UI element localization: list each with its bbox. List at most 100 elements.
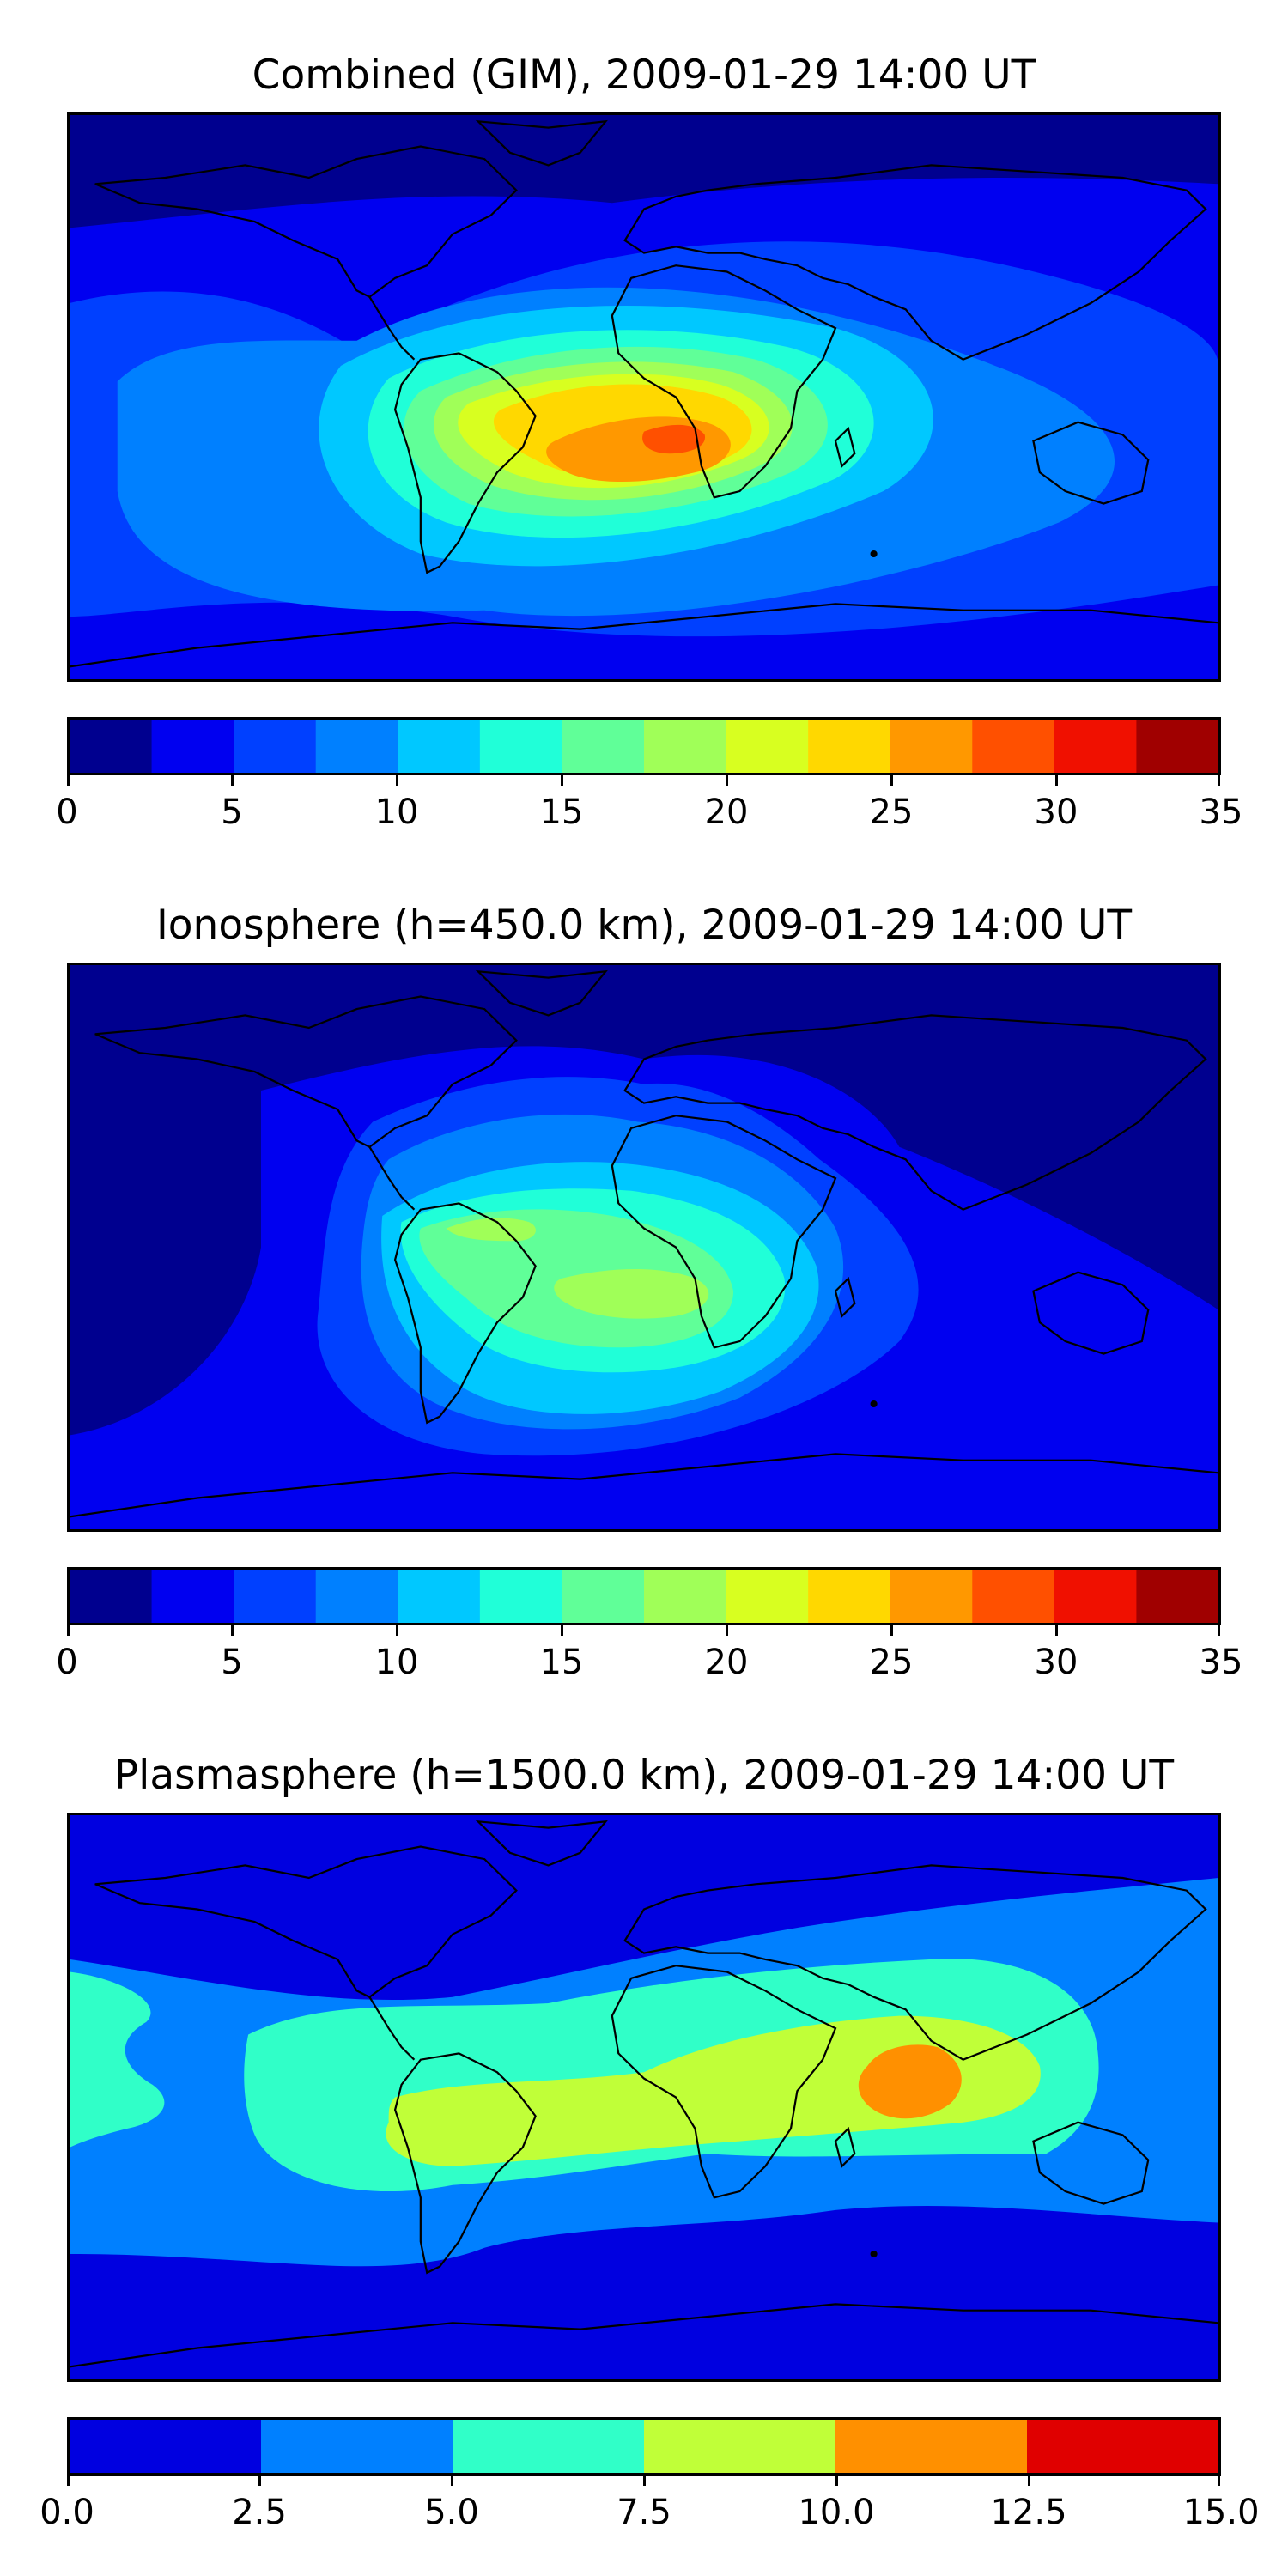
level-2 bbox=[70, 1971, 165, 2148]
level-11 bbox=[642, 424, 706, 454]
colorbar-ticks: 0 5 10 15 20 25 30 35 bbox=[56, 1625, 1242, 1682]
colorbar-tick-mark bbox=[1027, 2476, 1030, 2486]
colorbar-segment bbox=[644, 720, 727, 773]
colorbar bbox=[67, 717, 1221, 775]
colorbar-tick-label: 15 bbox=[539, 793, 584, 832]
colorbar-tick-mark bbox=[560, 775, 563, 786]
level-4 bbox=[386, 2015, 1041, 2166]
colorbar-tick-mark bbox=[890, 775, 893, 786]
chart-title: Combined (GIM), 2009-01-29 14:00 UT bbox=[252, 52, 1036, 99]
level-8 bbox=[446, 1218, 536, 1242]
colorbar-tick-label: 25 bbox=[869, 793, 914, 832]
colorbar-segment bbox=[644, 1570, 727, 1623]
colorbar-segment bbox=[808, 1570, 891, 1623]
colorbar-tick-label: 5 bbox=[221, 1643, 243, 1682]
colorbar-segment bbox=[70, 1570, 153, 1623]
chart-title: Ionosphere (h=450.0 km), 2009-01-29 14:0… bbox=[155, 902, 1133, 949]
colorbar-tick-mark bbox=[1217, 775, 1220, 786]
colorbar-tick-mark bbox=[67, 2476, 70, 2486]
colorbar-tick-mark bbox=[395, 1625, 398, 1636]
colorbar-tick-label: 35 bbox=[1199, 793, 1243, 832]
colorbar-segment bbox=[453, 2420, 645, 2473]
colorbar-tick-mark bbox=[1054, 775, 1058, 786]
colorbar-tick-label: 30 bbox=[1034, 793, 1078, 832]
colorbar-segment bbox=[151, 720, 234, 773]
colorbar-segment bbox=[479, 1570, 562, 1623]
colorbar-segment bbox=[234, 720, 317, 773]
plasmasphere-map bbox=[67, 1813, 1221, 2382]
colorbar-tick-mark bbox=[560, 1625, 563, 1636]
colorbar-tick-label: 25 bbox=[869, 1643, 914, 1682]
colorbar-tick-mark bbox=[835, 2476, 838, 2486]
colorbar-segment bbox=[890, 1570, 973, 1623]
colorbar-tick-mark bbox=[230, 775, 234, 786]
coastlines bbox=[70, 1820, 1218, 2368]
colorbar-tick-label: 15.0 bbox=[1182, 2493, 1260, 2532]
level-5 bbox=[858, 2044, 962, 2119]
colorbar-tick-mark bbox=[67, 775, 70, 786]
colorbar-tick-label: 10 bbox=[374, 1643, 419, 1682]
colorbar-segment bbox=[315, 1570, 398, 1623]
colorbar-ticks: 0.0 2.5 5.0 7.5 10.0 12.5 15.0 bbox=[39, 2476, 1260, 2532]
combined-gim-map bbox=[67, 112, 1221, 682]
chart-title: Plasmasphere (h=1500.0 km), 2009-01-29 1… bbox=[113, 1752, 1175, 1799]
colorbar-segment bbox=[972, 720, 1055, 773]
colorbar-segment bbox=[808, 720, 891, 773]
colorbar-segment bbox=[1136, 720, 1218, 773]
contour-field bbox=[70, 1815, 1218, 2379]
colorbar-segment bbox=[234, 1570, 317, 1623]
colorbar-tick-label: 5 bbox=[221, 793, 243, 832]
colorbar-segment bbox=[726, 720, 809, 773]
coastlines bbox=[70, 969, 1218, 1518]
colorbar-segment bbox=[1136, 1570, 1218, 1623]
colorbar-tick-mark bbox=[1217, 2476, 1220, 2486]
contour-field bbox=[70, 115, 1218, 679]
colorbar-segment bbox=[479, 720, 562, 773]
colorbar-tick-mark bbox=[450, 2476, 453, 2486]
colorbar-tick-label: 7.5 bbox=[617, 2493, 671, 2532]
colorbar-tick-mark bbox=[725, 775, 728, 786]
colorbar-segment bbox=[890, 720, 973, 773]
colorbar-segment bbox=[972, 1570, 1055, 1623]
colorbar-tick-label: 30 bbox=[1034, 1643, 1078, 1682]
colorbar-segment bbox=[261, 2420, 453, 2473]
ionosphere-map bbox=[67, 963, 1221, 1532]
colorbar-tick-label: 5.0 bbox=[424, 2493, 479, 2532]
colorbar-segment bbox=[70, 2420, 262, 2473]
colorbar-tick-mark bbox=[1217, 1625, 1220, 1636]
colorbar-tick-label: 0.0 bbox=[39, 2493, 94, 2532]
colorbar-segment bbox=[315, 720, 398, 773]
colorbar-tick-label: 12.5 bbox=[990, 2493, 1067, 2532]
colorbar-segment bbox=[151, 1570, 234, 1623]
colorbar-tick-mark bbox=[725, 1625, 728, 1636]
coastlines bbox=[70, 119, 1218, 668]
colorbar-tick-label: 10.0 bbox=[798, 2493, 875, 2532]
colorbar-segment bbox=[1027, 2420, 1218, 2473]
colorbar-segment bbox=[562, 1570, 645, 1623]
colorbar-segment bbox=[835, 2420, 1028, 2473]
colorbar-tick-mark bbox=[67, 1625, 70, 1636]
colorbar-tick-label: 20 bbox=[704, 1643, 749, 1682]
colorbar-tick-label: 2.5 bbox=[232, 2493, 287, 2532]
colorbar bbox=[67, 2417, 1221, 2476]
colorbar-segment bbox=[398, 1570, 481, 1623]
colorbar-segment bbox=[1054, 720, 1137, 773]
colorbar-tick-mark bbox=[258, 2476, 261, 2486]
colorbar-tick-mark bbox=[642, 2476, 646, 2486]
colorbar-tick-label: 20 bbox=[704, 793, 749, 832]
colorbar-segment bbox=[1054, 1570, 1137, 1623]
colorbar-tick-label: 0 bbox=[56, 793, 78, 832]
colorbar-segment bbox=[70, 720, 153, 773]
contour-field bbox=[70, 965, 1218, 1529]
colorbar-tick-mark bbox=[890, 1625, 893, 1636]
colorbar-tick-label: 35 bbox=[1199, 1643, 1243, 1682]
colorbar-segment bbox=[726, 1570, 809, 1623]
colorbar-tick-mark bbox=[230, 1625, 234, 1636]
colorbar-tick-mark bbox=[1054, 1625, 1058, 1636]
colorbar-segment bbox=[398, 720, 481, 773]
level-7 bbox=[554, 1269, 709, 1319]
colorbar-tick-mark bbox=[395, 775, 398, 786]
colorbar-segment bbox=[562, 720, 645, 773]
colorbar-tick-label: 0 bbox=[56, 1643, 78, 1682]
colorbar-tick-label: 15 bbox=[539, 1643, 584, 1682]
